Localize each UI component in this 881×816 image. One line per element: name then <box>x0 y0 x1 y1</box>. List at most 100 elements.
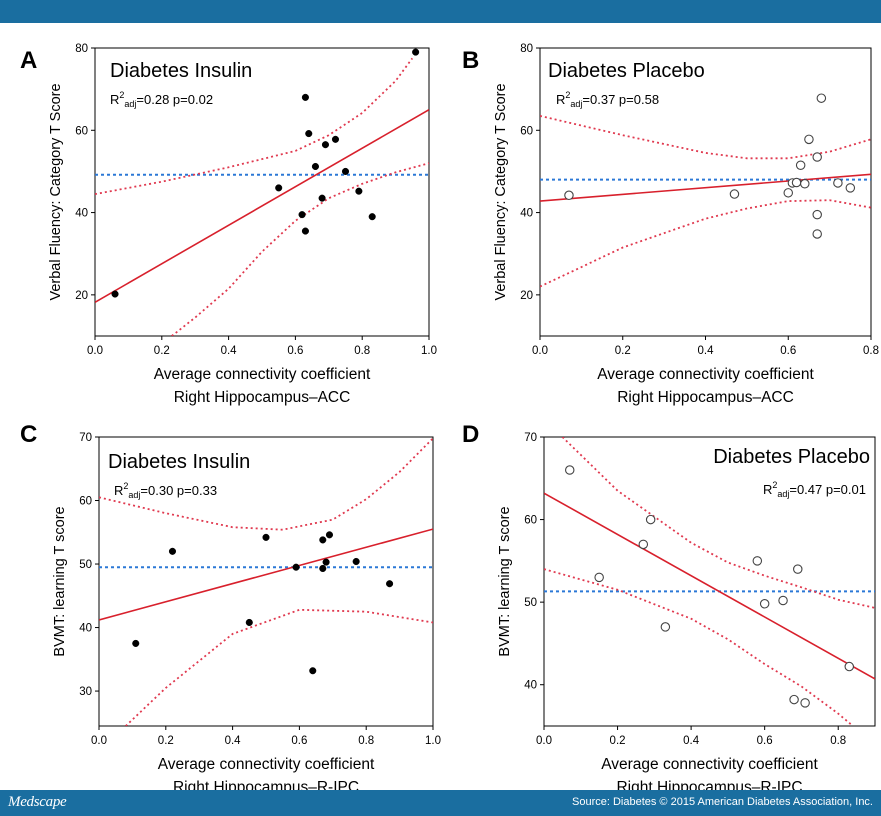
stat-part: 2 <box>772 480 777 490</box>
x-tick-label: 1.0 <box>425 735 441 747</box>
x-axis-label: Average connectivity coefficient <box>597 366 814 383</box>
x-tick-label: 1.0 <box>421 345 437 357</box>
data-point <box>321 141 330 149</box>
stat-part: R <box>110 92 119 107</box>
stat-part: R <box>114 483 123 498</box>
x-axis-label-line2: Right Hippocampus–R-IPC <box>173 779 359 790</box>
y-tick-label: 40 <box>79 623 92 635</box>
data-point <box>789 694 799 705</box>
confidence-band-lower <box>540 199 871 288</box>
y-tick-label: 40 <box>520 208 533 220</box>
y-tick-label: 50 <box>524 597 537 609</box>
data-point <box>132 639 140 647</box>
x-axis-label: Average connectivity coefficient <box>158 756 375 773</box>
x-tick-label: 0.0 <box>87 345 103 357</box>
data-point <box>322 558 330 566</box>
stat-part: =0.47 p=0.01 <box>789 482 866 497</box>
y-tick-label: 40 <box>524 680 537 692</box>
confidence-band-upper <box>540 115 871 160</box>
x-tick-label: 0.8 <box>354 345 370 357</box>
panel-letter: D <box>462 421 479 448</box>
data-point <box>791 177 802 188</box>
x-axis-label-line2: Right Hippocampus–ACC <box>617 389 794 406</box>
data-point <box>318 194 326 202</box>
stat-part: 2 <box>119 90 124 100</box>
panel-title: Diabetes Insulin <box>108 451 250 473</box>
y-tick-label: 60 <box>75 125 88 137</box>
panel-letter: B <box>462 47 479 74</box>
y-axis-label: BVMT: learning T score <box>52 506 68 656</box>
data-point <box>305 130 313 138</box>
x-tick-label: 0.6 <box>780 345 796 357</box>
panel-c: C 0.0 0.2 0.4 0.6 0.8 1.0 30 40 50 60 70 Average con… <box>20 421 441 790</box>
data-point <box>412 48 420 56</box>
data-point <box>319 536 327 544</box>
x-tick-label: 0.2 <box>154 345 170 357</box>
x-tick-label: 0.8 <box>863 345 879 357</box>
data-point <box>759 599 770 609</box>
data-point <box>386 580 394 588</box>
data-point <box>301 227 309 235</box>
x-tick-label: 0.2 <box>615 345 631 357</box>
y-tick-label: 20 <box>75 290 88 302</box>
data-point <box>804 134 814 145</box>
data-point <box>275 184 283 192</box>
data-point <box>816 93 827 103</box>
data-point <box>844 661 855 672</box>
panel-b: B 0.0 0.2 0.4 0.6 0.8 20 40 60 80 Average connecti… <box>462 43 879 406</box>
x-tick-label: 0.6 <box>757 735 773 747</box>
data-point <box>800 698 810 708</box>
y-axis-label: BVMT: learning T score <box>497 506 513 656</box>
x-axis-label: Average connectivity coefficient <box>601 756 818 773</box>
stat-part: adj <box>124 99 136 109</box>
stat-annotation: R2adj=0.37 p=0.58 <box>556 90 659 109</box>
stat-part: 2 <box>565 90 570 100</box>
panel-title: Diabetes Placebo <box>548 60 705 82</box>
y-tick-label: 30 <box>79 686 92 698</box>
plot-frame <box>98 436 434 727</box>
x-tick-label: 0.6 <box>291 735 307 747</box>
x-axis-label-line2: Right Hippocampus–ACC <box>174 389 351 406</box>
y-tick-label: 40 <box>75 208 88 220</box>
figure-canvas: A 0.0 0.2 0.4 0.6 0.8 1.0 20 40 60 80 Average conne… <box>20 43 879 790</box>
y-tick-label: 60 <box>524 515 537 527</box>
data-point <box>833 178 843 188</box>
y-tick-label: 70 <box>79 432 92 444</box>
data-point <box>783 188 793 198</box>
data-point <box>660 622 671 632</box>
x-axis-label-line2: Right Hippocampus–R-IPC <box>616 779 802 790</box>
stat-part: R <box>763 482 772 497</box>
medscape-logo[interactable]: Medscape <box>8 794 67 810</box>
panel-title: Diabetes Placebo <box>713 446 870 468</box>
y-tick-label: 20 <box>520 290 533 302</box>
confidence-band-lower <box>125 608 433 726</box>
stat-part: =0.28 p=0.02 <box>136 92 213 107</box>
data-point <box>298 211 306 219</box>
data-point <box>564 465 575 475</box>
data-point <box>752 556 763 566</box>
data-point <box>795 160 806 171</box>
footer-bar: Medscape Source: Diabetes © 2015 America… <box>0 790 881 816</box>
x-tick-label: 0.0 <box>91 735 107 747</box>
stat-part: adj <box>128 490 140 500</box>
data-point <box>564 190 574 201</box>
confidence-band-upper <box>99 437 433 531</box>
regression-fit-line <box>540 173 871 202</box>
data-point <box>778 595 788 606</box>
x-tick-label: 0.4 <box>698 345 715 357</box>
x-tick-label: 0.8 <box>358 735 374 747</box>
y-axis-label: Verbal Fluency: Category T Score <box>493 83 509 300</box>
y-tick-label: 80 <box>520 43 533 55</box>
data-point <box>368 213 376 221</box>
y-tick-label: 60 <box>520 125 533 137</box>
x-tick-label: 0.4 <box>225 735 242 747</box>
data-point <box>341 167 350 175</box>
data-point <box>594 572 604 583</box>
data-point <box>645 514 656 525</box>
regression-fit-line <box>544 492 875 680</box>
data-point <box>301 93 309 101</box>
panel-a: A 0.0 0.2 0.4 0.6 0.8 1.0 20 40 60 80 Average conne… <box>20 43 437 406</box>
data-point <box>729 189 740 199</box>
data-point <box>793 564 803 574</box>
panel-letter: A <box>20 47 37 74</box>
